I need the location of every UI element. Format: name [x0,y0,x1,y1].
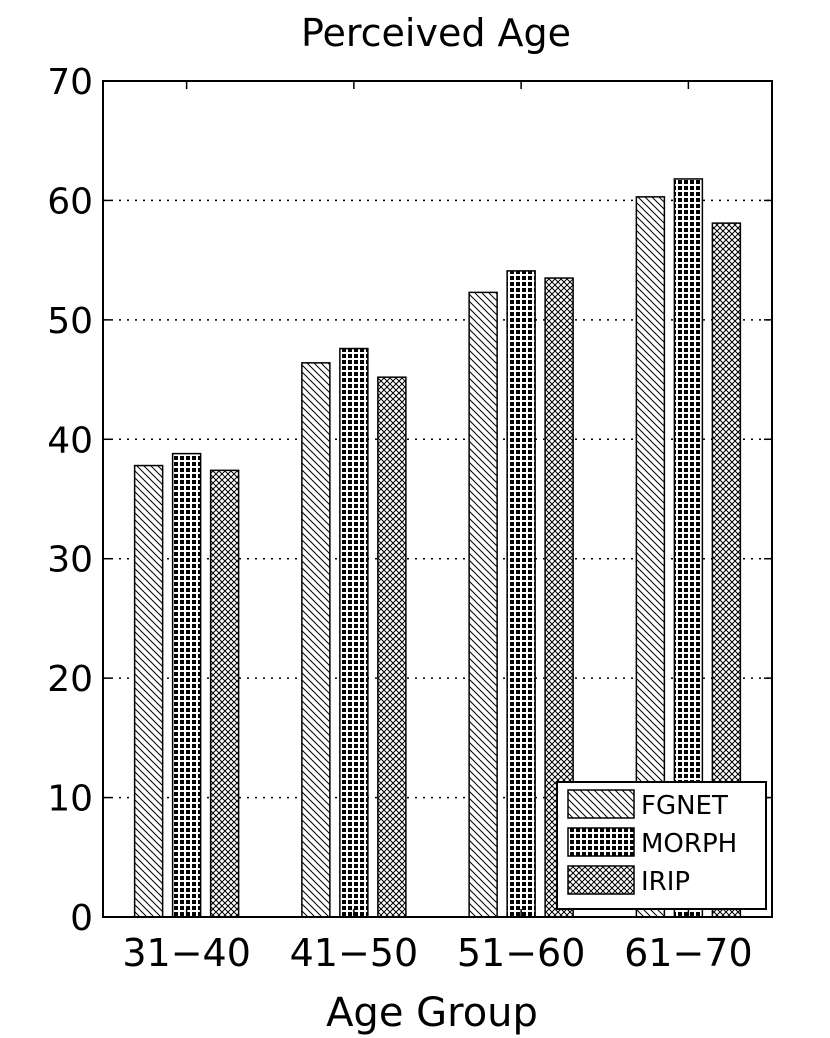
gridlines [103,199,772,799]
x-axis-label: Age Group [326,990,538,1036]
legend-label: FGNET [641,791,728,821]
y-tick-labels: 0 10 20 30 40 50 60 70 [47,62,93,939]
legend: FGNET MORPH IRIP [556,781,767,910]
y-tick-label: 20 [47,659,93,700]
bar-morph [339,347,369,918]
y-tick-label: 40 [47,420,93,461]
bar-fgnet [133,464,164,918]
bar-irip [377,376,407,918]
legend-label: IRIP [641,867,690,897]
y-tick-label: 10 [47,779,93,820]
bar-morph [506,270,536,918]
bar-morph [171,452,202,918]
legend-label: MORPH [641,829,737,859]
axis-ticks [103,80,772,918]
bar-irip [209,469,240,918]
y-tick-label: 60 [47,181,93,222]
plot-frame [102,80,773,918]
x-tick-label: 31−40 [122,931,251,975]
y-tick-label: 70 [47,62,93,103]
legend-swatch-irip [567,865,635,895]
y-tick-label: 50 [47,301,93,342]
x-tick-labels: 31−40 41−50 51−60 61−70 [122,931,752,975]
y-tick-label: 0 [70,898,93,939]
bar-fgnet [301,362,331,918]
bar-fgnet [468,291,498,918]
legend-swatch-fgnet [567,789,635,819]
y-tick-label: 30 [47,540,93,581]
x-tick-label: 61−70 [624,931,753,975]
chart-title: Perceived Age [301,11,571,55]
legend-swatch-morph [567,827,635,857]
x-tick-label: 51−60 [457,931,586,975]
x-tick-label: 41−50 [290,931,419,975]
legend-items: FGNET MORPH IRIP [567,789,737,897]
